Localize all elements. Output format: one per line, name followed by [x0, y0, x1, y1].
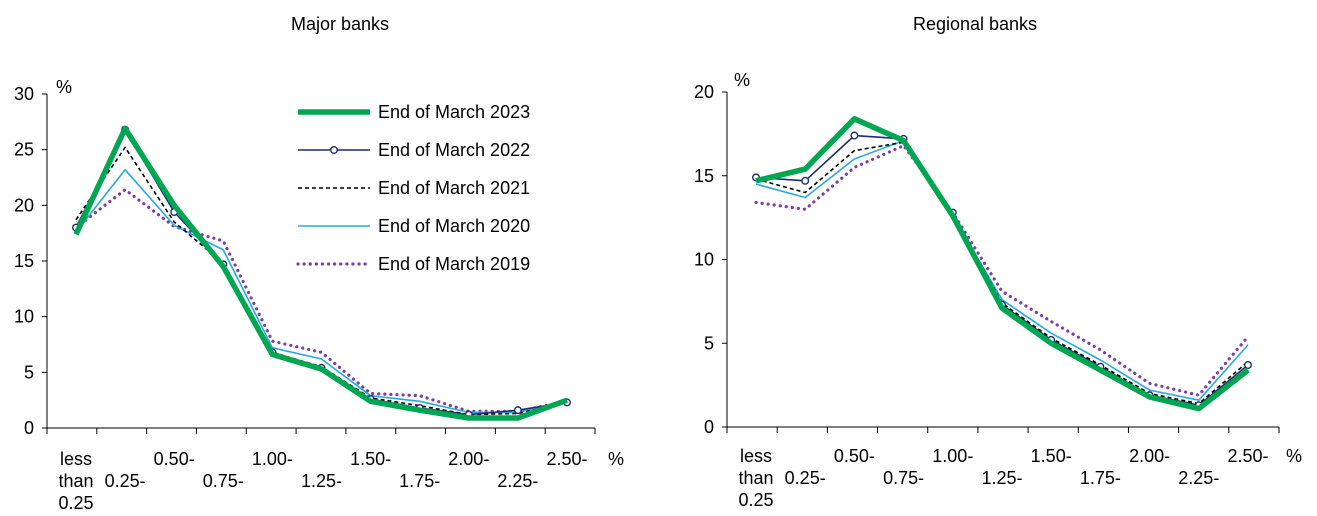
series-line [73, 125, 568, 421]
x-tick-label: less [740, 446, 772, 466]
data-point [1244, 361, 1253, 370]
x-tick-label: 1.00- [252, 449, 293, 469]
y-tick-label: 15 [14, 251, 34, 271]
x-tick-label: 0.25 [58, 493, 93, 513]
x-tick-label: 2.00- [448, 449, 489, 469]
series-line [755, 134, 1249, 407]
chart-title: Regional banks [913, 14, 1037, 34]
y-tick-label: 20 [14, 195, 34, 215]
major-banks-chart: Major banks % % 051015202530lessthan0.25… [14, 14, 624, 513]
x-tick-label: 2.50- [546, 449, 587, 469]
y-axis-unit-label: % [734, 70, 750, 90]
x-tick-label: 1.25- [981, 468, 1022, 488]
y-axis-unit-label: % [56, 77, 72, 97]
series-line [74, 188, 569, 413]
legend-label: End of March 2022 [378, 140, 530, 160]
y-tick-label: 5 [24, 362, 34, 382]
series-line [754, 144, 1250, 397]
y-tick-label: 5 [704, 333, 714, 353]
legend-label: End of March 2023 [378, 102, 530, 122]
y-tick-label: 20 [694, 82, 714, 102]
x-tick-label: than [738, 468, 773, 488]
x-tick-label: 2.00- [1129, 446, 1170, 466]
x-tick-label: than [58, 471, 93, 491]
data-point [801, 176, 810, 185]
data-point [850, 131, 859, 140]
x-tick-label: 0.25 [738, 490, 773, 510]
y-tick-label: 25 [14, 140, 34, 160]
x-tick-label: 1.00- [932, 446, 973, 466]
series-line [755, 116, 1250, 412]
data-point [513, 406, 522, 415]
x-tick-label: 0.75- [883, 468, 924, 488]
x-tick-label: 2.25- [497, 471, 538, 491]
x-tick-label: 1.75- [399, 471, 440, 491]
x-tick-label: 2.50- [1227, 446, 1268, 466]
x-tick-label: 0.50- [154, 449, 195, 469]
x-tick-label: 1.25- [301, 471, 342, 491]
x-tick-label: 0.25- [785, 468, 826, 488]
y-tick-label: 0 [24, 418, 34, 438]
legend-label: End of March 2021 [378, 178, 530, 198]
x-tick-label: less [60, 449, 92, 469]
x-tick-label: 0.75- [203, 471, 244, 491]
y-tick-label: 15 [694, 166, 714, 186]
chart-title: Major banks [291, 14, 389, 34]
series-line [755, 139, 1249, 402]
y-tick-label: 30 [14, 84, 34, 104]
y-tick-label: 10 [694, 250, 714, 270]
x-tick-label: 1.50- [1031, 446, 1072, 466]
legend-label: End of March 2020 [378, 216, 530, 236]
x-tick-label: 0.25- [105, 471, 146, 491]
legend-marker [330, 145, 339, 154]
x-axis-unit-label: % [608, 449, 624, 469]
y-tick-label: 0 [704, 417, 714, 437]
legend-label: End of March 2019 [378, 254, 530, 274]
x-tick-label: 2.25- [1178, 468, 1219, 488]
series-line [755, 141, 1249, 405]
x-tick-label: 1.75- [1080, 468, 1121, 488]
x-tick-label: 1.50- [350, 449, 391, 469]
x-axis-unit-label: % [1286, 446, 1302, 466]
x-tick-label: 0.50- [834, 446, 875, 466]
y-tick-label: 10 [14, 307, 34, 327]
